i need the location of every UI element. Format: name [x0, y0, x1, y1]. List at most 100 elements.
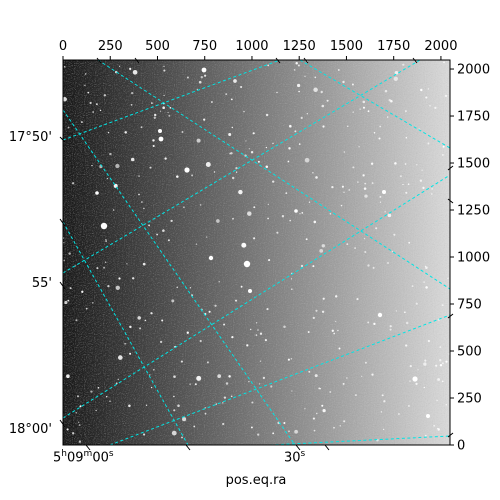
bright-star — [426, 414, 430, 418]
star — [315, 309, 318, 312]
star — [407, 183, 410, 186]
image-panel — [62, 59, 451, 446]
star — [105, 240, 107, 242]
star — [148, 224, 150, 227]
ra-label-0: 5h09m00s — [53, 449, 114, 466]
star — [342, 80, 345, 84]
star — [394, 162, 397, 165]
star — [168, 114, 171, 117]
star — [405, 321, 409, 325]
star — [250, 328, 252, 331]
star — [193, 425, 196, 428]
star — [373, 322, 376, 326]
star — [364, 194, 368, 198]
star — [129, 325, 132, 329]
dec-label-1: 55' — [31, 276, 52, 291]
star — [75, 319, 78, 322]
star — [404, 110, 407, 113]
star — [228, 133, 232, 136]
star — [235, 299, 237, 302]
star — [105, 239, 107, 241]
star — [419, 179, 423, 182]
star — [64, 300, 68, 305]
star — [145, 404, 148, 406]
star — [181, 131, 184, 133]
star — [442, 154, 444, 156]
star — [364, 251, 367, 253]
star — [104, 261, 107, 263]
bright-star — [377, 312, 383, 318]
star — [405, 136, 408, 139]
star — [267, 64, 270, 67]
star — [442, 362, 444, 365]
star — [379, 195, 382, 198]
star — [139, 327, 142, 330]
star — [132, 69, 138, 75]
star — [259, 332, 263, 335]
star — [92, 302, 94, 304]
star — [431, 188, 433, 190]
star — [213, 171, 216, 173]
star — [427, 339, 431, 343]
star — [253, 206, 256, 209]
star — [352, 111, 354, 113]
star — [124, 342, 126, 345]
star — [255, 322, 258, 324]
star — [272, 180, 275, 183]
star — [357, 181, 359, 183]
star — [435, 364, 438, 367]
x-axis-label: pos.eq.ra — [225, 473, 287, 488]
star — [230, 395, 233, 398]
star — [326, 99, 329, 102]
star — [181, 436, 183, 439]
star — [375, 227, 378, 230]
bright-star — [201, 67, 207, 73]
ra-label-1: 30s — [284, 449, 306, 466]
star — [144, 319, 147, 322]
star — [84, 73, 87, 75]
star — [442, 145, 445, 148]
star — [421, 169, 423, 171]
star — [208, 310, 211, 313]
star — [378, 137, 381, 140]
star — [252, 132, 255, 135]
star — [118, 277, 121, 280]
star — [231, 126, 234, 129]
star — [383, 400, 386, 403]
star — [246, 344, 249, 347]
star — [130, 157, 135, 162]
star — [304, 75, 306, 77]
star — [425, 266, 428, 270]
wcs-tick — [295, 444, 301, 451]
top-tick-label: 2000 — [424, 39, 457, 54]
top-tick-label: 1250 — [283, 39, 316, 54]
star — [199, 339, 202, 343]
star — [405, 191, 408, 194]
star — [420, 88, 423, 92]
star — [233, 79, 237, 83]
top-pixel-axis: 0 250 500 750 1000 1250 1500 1750 2000 — [59, 39, 457, 60]
star — [163, 65, 165, 68]
star — [67, 126, 70, 129]
star — [140, 126, 143, 129]
star — [90, 390, 93, 393]
star — [373, 132, 376, 134]
star — [312, 417, 315, 420]
star — [436, 399, 438, 402]
star — [348, 189, 350, 191]
star — [151, 102, 153, 104]
wcs-tick-marks — [59, 57, 454, 451]
star — [298, 143, 301, 145]
star — [173, 375, 176, 378]
coordinate-grid — [63, 60, 450, 445]
wcs-tick — [59, 419, 66, 428]
star — [382, 428, 385, 431]
star — [409, 380, 411, 382]
star — [115, 285, 120, 290]
star — [75, 412, 78, 414]
grid-line — [63, 60, 281, 141]
star — [91, 164, 93, 167]
bright-star — [412, 376, 418, 382]
star — [80, 121, 83, 124]
star — [402, 183, 404, 186]
